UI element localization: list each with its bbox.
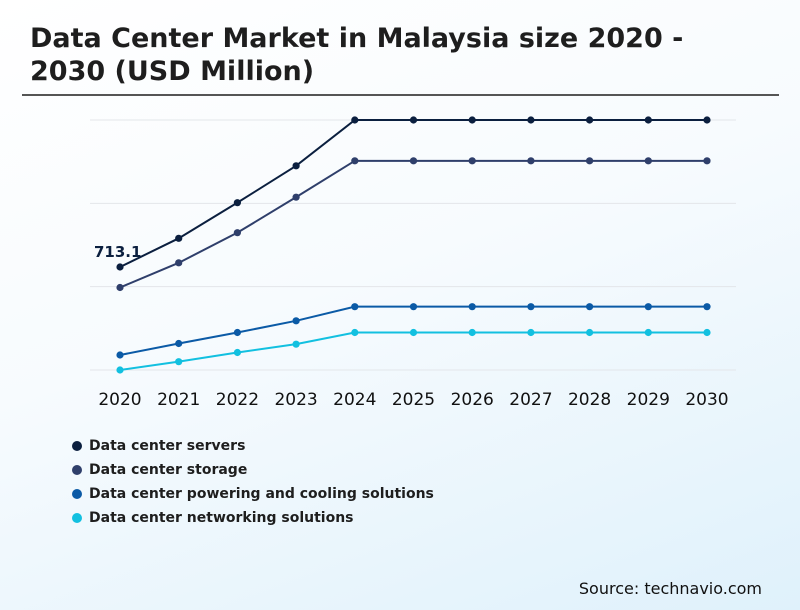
data-point <box>351 157 359 165</box>
legend-dot-icon <box>72 465 82 475</box>
x-tick-label: 2029 <box>627 390 670 410</box>
data-point <box>586 328 594 337</box>
data-point <box>468 116 476 124</box>
x-tick-label: 2023 <box>274 390 317 410</box>
data-point <box>586 303 594 311</box>
data-point <box>175 339 183 348</box>
x-tick-label: 2027 <box>509 390 552 410</box>
data-point <box>409 303 418 311</box>
data-point <box>586 157 594 165</box>
data-point <box>116 366 124 374</box>
chart-legend: Data center servers Data center storage Da… <box>72 434 434 530</box>
data-point <box>703 157 711 165</box>
legend-label: Data center storage <box>89 462 248 478</box>
data-point <box>175 234 183 242</box>
legend-item: Data center servers <box>72 434 434 458</box>
x-tick-label: 2025 <box>392 390 435 410</box>
series-line <box>119 159 707 289</box>
legend-item: Data center powering and cooling solutio… <box>72 482 434 506</box>
data-point <box>644 303 652 311</box>
legend-item: Data center storage <box>72 458 434 482</box>
data-point <box>409 116 418 124</box>
data-point <box>233 199 241 207</box>
series-line <box>119 119 707 268</box>
data-point <box>351 328 359 337</box>
page-title: Data Center Market in Malaysia size 2020… <box>30 23 684 87</box>
data-point <box>527 116 535 124</box>
data-point <box>292 162 300 170</box>
data-point <box>703 328 711 337</box>
x-tick-label: 2024 <box>333 390 376 410</box>
x-tick-label: 2020 <box>98 390 141 410</box>
data-point <box>527 328 535 337</box>
legend-dot-icon <box>72 441 82 451</box>
data-point <box>468 303 476 311</box>
data-point <box>351 116 359 124</box>
data-point <box>409 328 418 337</box>
x-tick-label: 2021 <box>157 390 200 410</box>
data-point <box>468 328 476 337</box>
data-point <box>409 157 418 165</box>
x-tick-label: 2028 <box>568 390 611 410</box>
legend-dot-icon <box>72 513 82 523</box>
legend-label: Data center powering and cooling solutio… <box>89 486 434 502</box>
data-point <box>116 283 124 292</box>
line-chart: 2020 2021 2022 2023 2024 2025 2026 2027 2028 2029… <box>90 116 736 410</box>
x-tick-label: 2030 <box>685 390 728 410</box>
legend-label: Data center networking solutions <box>89 510 354 526</box>
legend-item: Data center networking solutions <box>72 506 434 530</box>
data-label: 713.1 <box>94 243 141 261</box>
data-point <box>292 193 300 201</box>
data-point <box>527 303 535 311</box>
legend-label: Data center servers <box>89 438 246 454</box>
data-point <box>468 157 476 165</box>
x-tick-label: 2022 <box>216 390 259 410</box>
title-divider <box>22 94 779 96</box>
data-point <box>703 303 711 311</box>
x-tick-label: 2026 <box>451 390 494 410</box>
data-point <box>703 116 711 124</box>
legend-dot-icon <box>72 489 82 499</box>
data-point <box>233 328 241 337</box>
data-point <box>351 303 359 311</box>
data-point <box>175 259 183 267</box>
source-credit: Source: technavio.com <box>578 579 762 598</box>
data-point <box>644 328 652 337</box>
data-point <box>116 351 124 359</box>
data-point <box>292 317 300 325</box>
data-point <box>116 263 124 271</box>
data-point <box>292 340 300 348</box>
data-point <box>233 229 241 237</box>
data-point <box>586 116 594 124</box>
data-point <box>644 116 652 124</box>
data-point <box>527 157 535 165</box>
data-point <box>233 348 241 357</box>
data-point <box>175 358 183 366</box>
data-point <box>644 157 652 165</box>
